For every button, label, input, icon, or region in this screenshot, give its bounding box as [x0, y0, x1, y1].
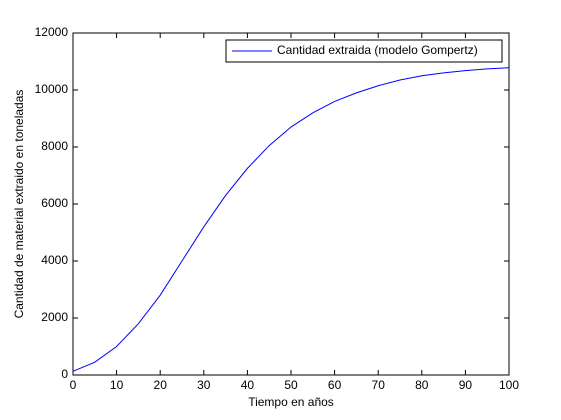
y-tick-label: 0	[61, 367, 68, 381]
x-tick-label: 100	[499, 378, 519, 392]
x-tick-label: 0	[70, 378, 77, 392]
y-tick-label: 10000	[35, 82, 69, 96]
y-tick-label: 8000	[41, 139, 68, 153]
x-axis-label: Tiempo en años	[248, 395, 334, 409]
legend-label: Cantidad extraida (modelo Gompertz)	[277, 43, 478, 57]
x-tick-label: 50	[284, 378, 298, 392]
x-tick-label: 60	[328, 378, 342, 392]
y-tick-label: 6000	[41, 196, 68, 210]
x-tick-label: 30	[197, 378, 211, 392]
x-tick-label: 40	[241, 378, 255, 392]
x-tick-label: 10	[110, 378, 124, 392]
y-tick-label: 12000	[35, 25, 69, 39]
plot-area	[72, 32, 510, 376]
x-tick-label: 70	[372, 378, 386, 392]
x-tick-label: 20	[154, 378, 168, 392]
y-axis-label: Cantidad de material extraido en tonelad…	[12, 90, 26, 319]
legend-box	[225, 39, 503, 63]
y-tick-label: 2000	[41, 310, 68, 324]
x-tick-label: 80	[415, 378, 429, 392]
y-tick-label: 4000	[41, 253, 68, 267]
x-tick-label: 90	[459, 378, 473, 392]
data-line	[72, 67, 510, 372]
